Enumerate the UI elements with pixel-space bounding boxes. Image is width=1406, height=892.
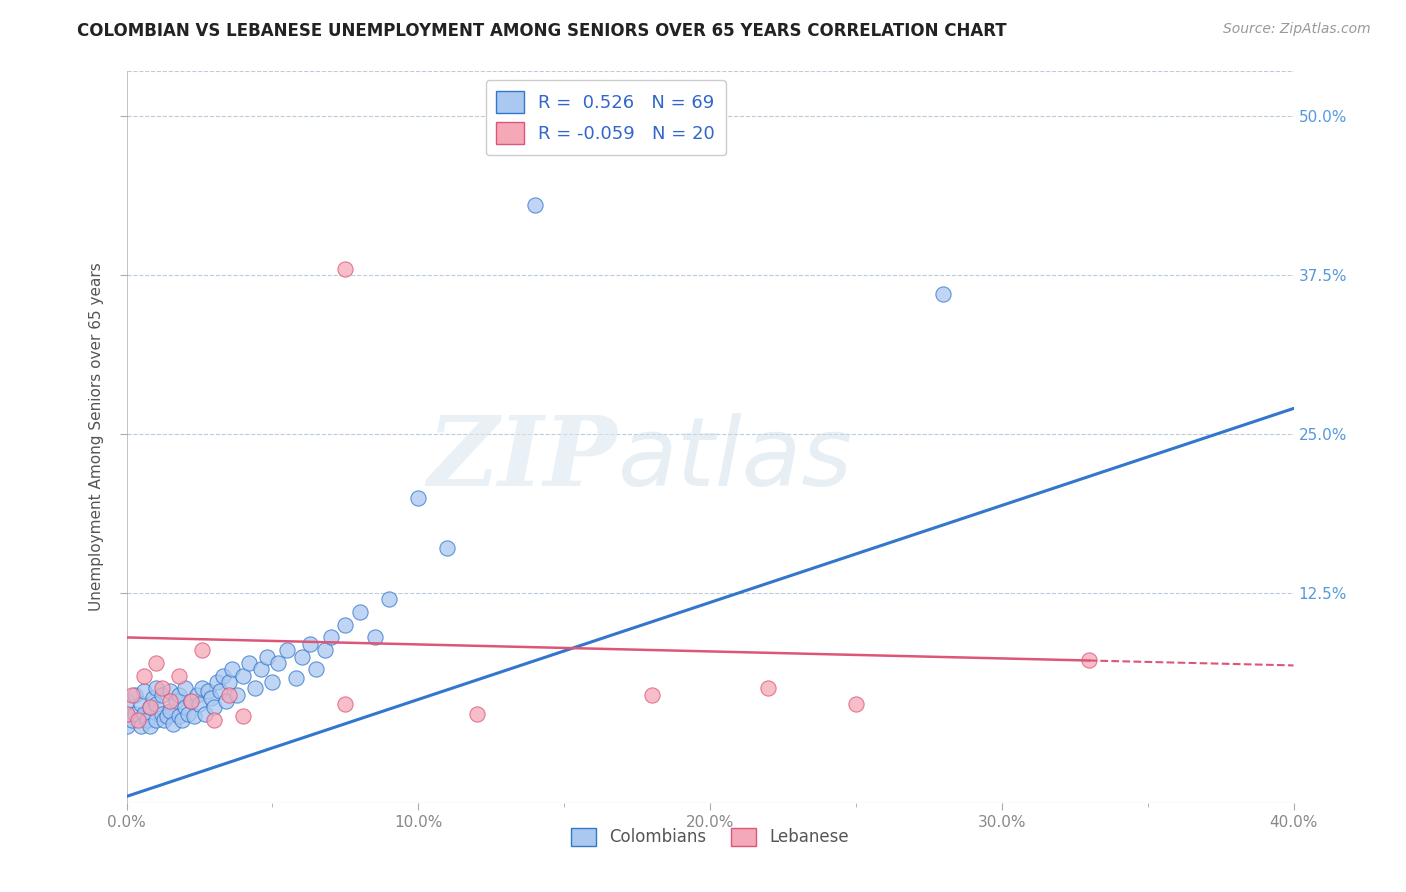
Point [115, 719, 138, 733]
Point [524, 198, 547, 212]
Point [132, 706, 155, 721]
Point [145, 713, 167, 727]
Point [150, 681, 173, 696]
Point [129, 719, 152, 733]
Point [932, 287, 955, 301]
Point [124, 706, 146, 721]
Point [145, 681, 167, 696]
Point [238, 656, 260, 670]
Point [208, 684, 231, 698]
Point [139, 719, 162, 733]
Point [305, 662, 328, 676]
Point [845, 697, 868, 711]
Point [221, 662, 243, 676]
Text: ZIP: ZIP [427, 412, 617, 506]
Point [290, 649, 312, 664]
Point [142, 691, 165, 706]
Point [191, 643, 214, 657]
Point [363, 631, 385, 645]
Point [232, 709, 254, 723]
Point [299, 637, 322, 651]
Point [378, 592, 401, 607]
Point [197, 684, 219, 698]
Point [335, 697, 357, 711]
Point [124, 688, 146, 702]
Point [202, 713, 225, 727]
Point [186, 688, 208, 702]
Point [284, 671, 307, 685]
Point [191, 681, 214, 696]
Point [150, 688, 173, 702]
Point [408, 491, 430, 505]
Point [167, 688, 190, 702]
Text: atlas: atlas [617, 412, 852, 506]
Point [162, 717, 184, 731]
Point [180, 694, 202, 708]
Text: Source: ZipAtlas.com: Source: ZipAtlas.com [1223, 22, 1371, 37]
Point [174, 700, 197, 714]
Point [121, 688, 143, 702]
Point [150, 706, 173, 721]
Point [267, 656, 290, 670]
Point [153, 713, 176, 727]
Legend: Colombians, Lebanese: Colombians, Lebanese [564, 821, 856, 853]
Point [249, 662, 271, 676]
Point [156, 709, 179, 723]
Point [436, 541, 458, 556]
Point [1078, 653, 1101, 667]
Point [167, 668, 190, 682]
Point [349, 605, 371, 619]
Point [211, 668, 233, 682]
Point [335, 261, 357, 276]
Point [756, 681, 779, 696]
Point [132, 684, 155, 698]
Point [121, 713, 143, 727]
Point [215, 694, 238, 708]
Point [174, 681, 197, 696]
Point [243, 681, 266, 696]
Point [136, 713, 159, 727]
Point [115, 694, 138, 708]
Point [115, 706, 138, 721]
Point [256, 649, 278, 664]
Point [180, 694, 202, 708]
Point [167, 709, 190, 723]
Point [276, 643, 298, 657]
Point [262, 675, 284, 690]
Y-axis label: Unemployment Among Seniors over 65 years: Unemployment Among Seniors over 65 years [89, 263, 104, 611]
Point [232, 668, 254, 682]
Point [139, 700, 162, 714]
Point [314, 643, 336, 657]
Point [145, 656, 167, 670]
Point [177, 706, 200, 721]
Point [218, 688, 240, 702]
Point [115, 706, 138, 721]
Point [159, 684, 181, 698]
Point [465, 706, 488, 721]
Point [170, 713, 193, 727]
Point [165, 694, 187, 708]
Point [205, 675, 228, 690]
Point [218, 675, 240, 690]
Point [640, 688, 664, 702]
Point [226, 688, 249, 702]
Point [188, 697, 211, 711]
Point [319, 631, 342, 645]
Point [127, 713, 149, 727]
Point [145, 697, 167, 711]
Point [129, 697, 152, 711]
Point [202, 700, 225, 714]
Point [139, 700, 162, 714]
Point [183, 709, 205, 723]
Point [194, 706, 217, 721]
Point [132, 668, 155, 682]
Point [200, 691, 222, 706]
Point [335, 617, 357, 632]
Point [159, 704, 181, 718]
Text: COLOMBIAN VS LEBANESE UNEMPLOYMENT AMONG SENIORS OVER 65 YEARS CORRELATION CHART: COLOMBIAN VS LEBANESE UNEMPLOYMENT AMONG… [77, 22, 1007, 40]
Point [159, 694, 181, 708]
